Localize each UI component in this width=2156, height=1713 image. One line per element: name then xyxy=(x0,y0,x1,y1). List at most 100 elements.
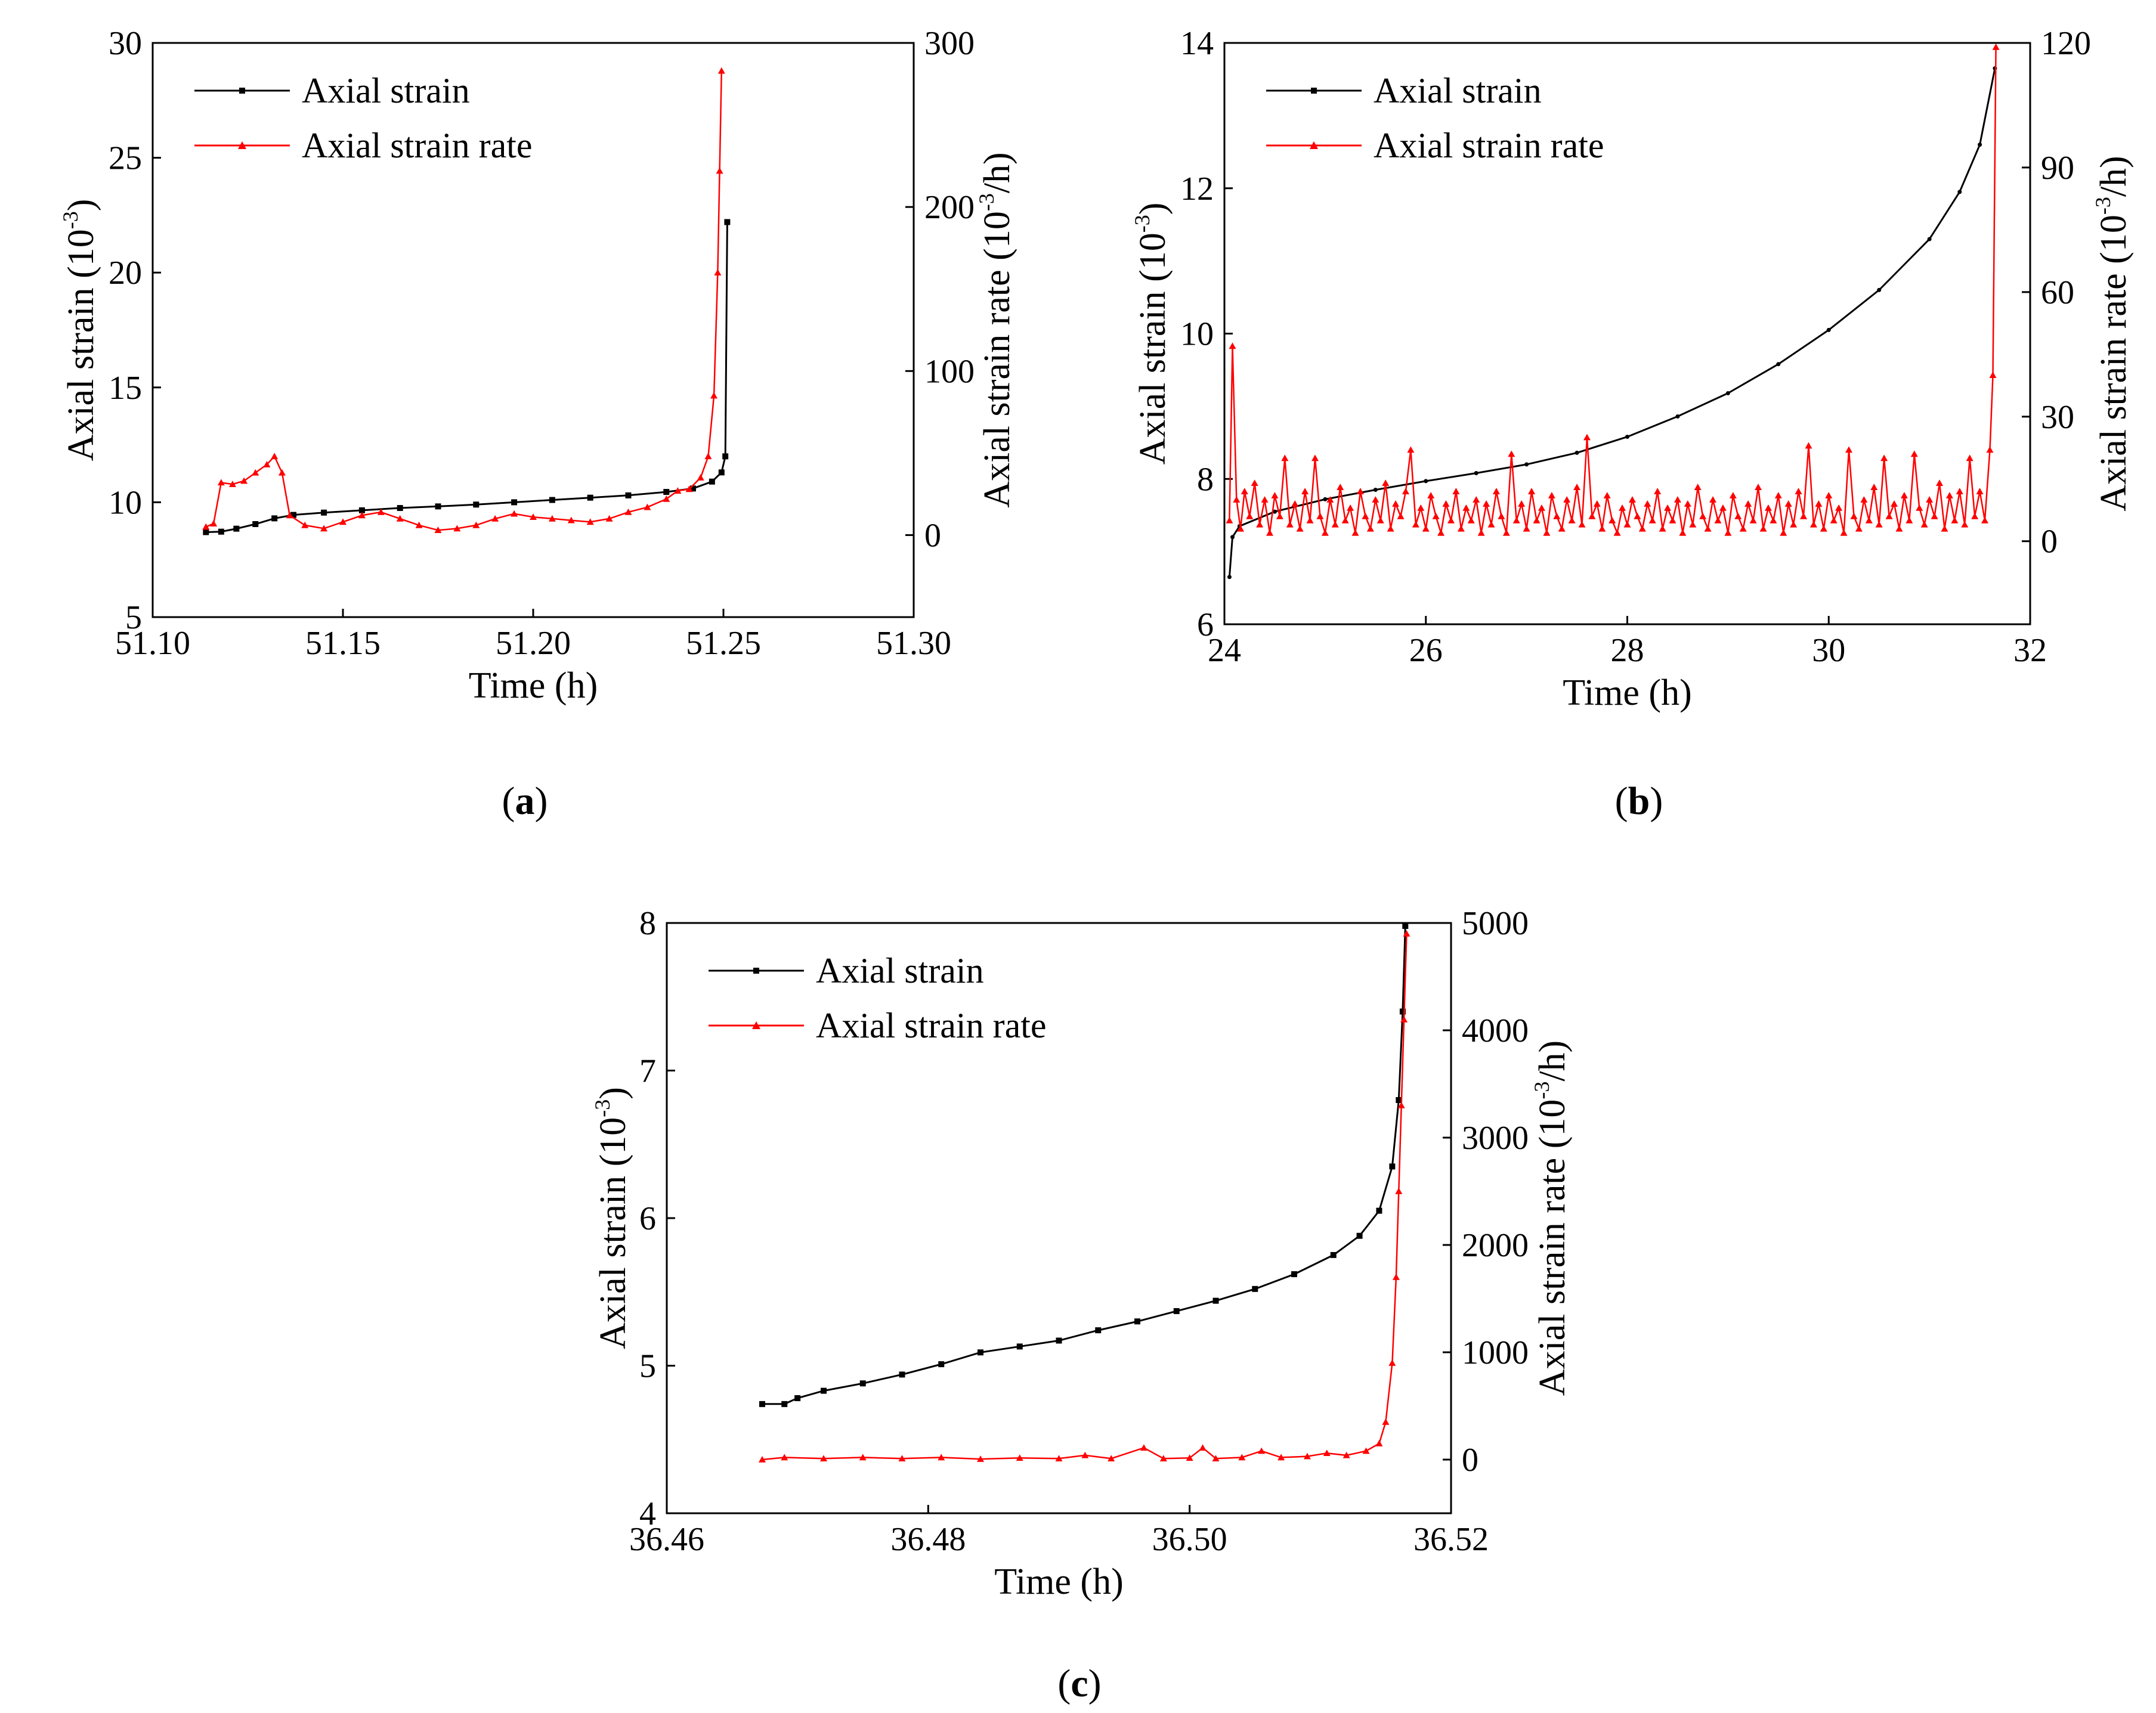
data-point xyxy=(202,523,210,530)
y2-axis-label-sup: -3 xyxy=(1530,1082,1554,1099)
data-point xyxy=(271,453,279,460)
x-tick-label: 24 xyxy=(1208,632,1241,669)
data-point xyxy=(1578,521,1586,528)
data-point xyxy=(1512,516,1520,523)
data-point xyxy=(511,510,518,517)
data-point xyxy=(1784,500,1792,507)
data-point xyxy=(1277,1454,1285,1461)
data-point xyxy=(1978,143,1982,147)
data-point xyxy=(415,521,423,528)
data-point xyxy=(1303,1452,1311,1460)
data-point xyxy=(1212,1297,1219,1304)
panel-a: 51.10 51.15 51.20 51.25 51.30510152025300100… xyxy=(58,25,1017,823)
y-tick-label: 10 xyxy=(1180,316,1214,353)
data-point xyxy=(1266,529,1273,536)
data-point xyxy=(644,503,651,510)
data-point xyxy=(1588,512,1596,519)
data-point xyxy=(1598,525,1606,532)
data-point xyxy=(674,487,682,494)
x-axis-label: Time (h) xyxy=(994,1562,1123,1602)
data-point xyxy=(978,1349,983,1356)
data-point xyxy=(1563,496,1571,503)
data-point xyxy=(1583,433,1591,441)
data-point xyxy=(1518,500,1526,507)
y2-tick-label: 300 xyxy=(924,25,975,62)
data-point xyxy=(1704,525,1712,532)
y-tick-label: 10 xyxy=(109,484,142,521)
data-point xyxy=(1971,512,1979,519)
data-point xyxy=(718,469,725,476)
data-point xyxy=(1538,504,1545,511)
legend-marker xyxy=(753,968,759,974)
data-point xyxy=(1744,500,1752,507)
data-point xyxy=(1850,512,1858,519)
data-point xyxy=(1725,391,1730,395)
data-point xyxy=(358,512,366,519)
data-point xyxy=(1543,529,1551,536)
caption-letter: b xyxy=(1628,779,1650,823)
data-point xyxy=(491,515,499,522)
y-axis-label-end: ) xyxy=(1133,203,1173,215)
data-point xyxy=(271,515,278,522)
data-point xyxy=(1659,525,1666,532)
data-point xyxy=(1926,496,1934,503)
x-tick-label: 51.10 xyxy=(115,625,190,662)
x-tick-label: 51.20 xyxy=(496,625,571,662)
data-point xyxy=(1442,500,1450,507)
data-point xyxy=(549,497,555,503)
data-point xyxy=(710,392,718,399)
data-point xyxy=(1095,1327,1102,1334)
y2-tick-label: 5000 xyxy=(1462,905,1529,942)
data-point xyxy=(1986,446,1994,453)
data-point xyxy=(339,518,347,525)
data-point xyxy=(1457,525,1465,532)
y-tick-label: 6 xyxy=(1197,606,1214,643)
data-point xyxy=(820,1455,827,1461)
data-point xyxy=(898,1455,906,1461)
data-point xyxy=(1654,488,1662,494)
data-point xyxy=(1759,525,1767,532)
data-point xyxy=(1016,1454,1023,1461)
y-tick-label: 5 xyxy=(125,599,142,636)
data-point xyxy=(605,515,613,522)
data-point xyxy=(1941,525,1948,532)
data-point xyxy=(1261,496,1269,503)
data-point xyxy=(1548,492,1555,498)
x-tick-label: 51.25 xyxy=(686,625,761,662)
data-point xyxy=(1709,496,1717,503)
data-point xyxy=(1473,496,1480,503)
data-point xyxy=(1400,1016,1408,1023)
data-point xyxy=(1830,516,1838,523)
data-point xyxy=(1885,512,1893,519)
data-point xyxy=(1664,504,1672,511)
data-point xyxy=(1474,471,1478,475)
legend: Axial strain Axial strain rate xyxy=(1266,71,1604,165)
series-axial-strain-rate xyxy=(758,930,1410,1463)
y-tick-label: 4 xyxy=(639,1495,656,1532)
legend-marker xyxy=(752,1021,760,1029)
data-point xyxy=(758,1456,766,1463)
data-point xyxy=(724,219,731,225)
data-point xyxy=(1724,529,1732,536)
y-axis-label-sup: -3 xyxy=(1130,215,1154,233)
plot-frame xyxy=(151,42,915,618)
y2-tick-label: 90 xyxy=(2041,150,2074,187)
data-point xyxy=(1877,287,1882,292)
caption-open: ( xyxy=(1615,779,1628,823)
data-point xyxy=(1447,516,1455,523)
data-point xyxy=(1229,342,1236,349)
data-point xyxy=(1619,504,1626,511)
data-point xyxy=(1603,492,1611,498)
data-point xyxy=(435,503,441,510)
y-tick-label: 20 xyxy=(109,255,142,292)
y2-axis-label-main: Axial strain rate (10 xyxy=(2093,215,2134,512)
data-point xyxy=(689,485,696,492)
data-point xyxy=(1684,500,1691,507)
data-point xyxy=(1669,516,1676,523)
data-point xyxy=(1865,516,1873,523)
data-point xyxy=(1238,1454,1246,1461)
y2-axis-label-main: Axial strain rate (10 xyxy=(1532,1099,1573,1396)
data-point xyxy=(1648,516,1656,523)
data-point xyxy=(1417,504,1425,511)
data-point xyxy=(1326,496,1334,503)
